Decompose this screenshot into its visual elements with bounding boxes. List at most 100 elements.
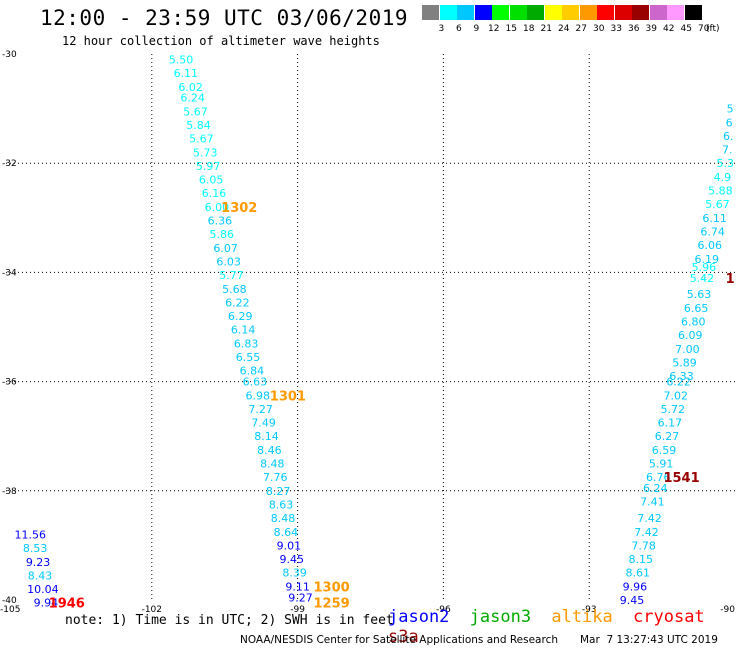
wave-height-value: 5.3 <box>717 157 735 170</box>
wave-height-value: 5.77 <box>219 269 244 282</box>
color-scale-swatch <box>422 5 439 20</box>
color-scale-label: 42 <box>663 24 675 34</box>
color-scale-label: 9 <box>473 24 480 34</box>
wave-height-value: 6.29 <box>228 310 253 323</box>
pass-time-label: 1541 <box>663 471 699 486</box>
wave-height-value: 5.73 <box>193 146 218 159</box>
wave-height-value: 8.46 <box>257 444 282 457</box>
color-scale-swatch <box>579 5 597 20</box>
wave-height-value: 8.15 <box>628 553 653 566</box>
color-scale-label: 15 <box>505 24 517 34</box>
wave-height-value: 8.14 <box>254 430 279 443</box>
wave-height-value: 6.98 <box>245 389 270 402</box>
legend-cryosat: cryosat <box>633 607 705 627</box>
pass-time-label: 1301 <box>270 389 306 404</box>
x-tick-label: -96 <box>436 605 451 615</box>
x-tick-label: -102 <box>142 605 162 615</box>
color-scale-label: 3 <box>438 24 445 34</box>
wave-height-value: 5.88 <box>708 185 733 198</box>
pass-time-label: 1946 <box>49 597 85 612</box>
wave-height-value: 6.03 <box>216 255 241 268</box>
color-scale-swatch <box>509 5 527 20</box>
wave-height-value: 5.67 <box>189 133 214 146</box>
color-scale-swatch <box>439 5 457 20</box>
footer-agency: NOAA/NESDIS Center for Satellite Applica… <box>240 634 558 646</box>
wave-height-value: 6.76 <box>646 471 671 484</box>
legend-jason2: jason2 <box>388 607 450 627</box>
y-tick-label: -36 <box>2 378 17 388</box>
wave-height-value: 9.27 <box>288 591 313 604</box>
y-tick-label: -30 <box>2 50 17 60</box>
wave-height-value: 8.61 <box>626 567 651 580</box>
color-scale-label: 70 <box>698 24 710 34</box>
wave-height-value: 5.72 <box>661 403 686 416</box>
wave-height-value: 6.22 <box>666 376 691 389</box>
color-scale-label: 18 <box>523 24 535 34</box>
color-scale-label: 36 <box>628 24 640 34</box>
wave-height-value: 6 <box>726 116 733 129</box>
wave-height-value: 9.45 <box>620 594 645 607</box>
pass-time-label: 1302 <box>221 201 257 216</box>
color-scale-swatch <box>527 5 544 20</box>
wave-height-value: 7.78 <box>631 539 656 552</box>
wave-height-value: 7. <box>722 144 733 157</box>
color-scale-swatch <box>614 5 632 20</box>
color-scale-swatch <box>492 5 509 20</box>
wave-height-value: 6.16 <box>202 187 227 200</box>
wave-height-value: 6.24 <box>180 92 205 105</box>
x-tick-label: -90 <box>720 605 735 615</box>
wave-height-value: 6.11 <box>702 212 727 225</box>
wave-height-value: 7.02 <box>663 389 688 402</box>
wave-height-value: 6.63 <box>243 376 268 389</box>
pass-time-label: 1300 <box>314 580 350 595</box>
wave-height-value: 6.36 <box>208 215 233 228</box>
wave-height-value: 6. <box>723 130 734 143</box>
color-scale-swatch <box>667 5 684 20</box>
wave-height-value: 5.42 <box>690 272 715 285</box>
wave-height-value: 5.50 <box>169 53 194 66</box>
wave-height-value: 6.14 <box>231 324 256 337</box>
wave-height-value: 5.67 <box>183 105 208 118</box>
wave-height-value: 7.27 <box>248 403 273 416</box>
wave-height-value: 6.65 <box>684 302 709 315</box>
wave-height-value: 5.67 <box>705 198 730 211</box>
color-scale-label: 21 <box>540 24 552 34</box>
color-scale-label: 24 <box>558 24 570 34</box>
wave-height-value: 7.76 <box>263 471 288 484</box>
wave-height-value: 5.86 <box>210 228 235 241</box>
wave-height-value: 6.17 <box>658 417 683 430</box>
wave-height-value: 4.9 <box>714 171 732 184</box>
wave-height-value: 7.42 <box>634 526 659 539</box>
y-tick-label: -34 <box>2 268 17 278</box>
color-scale-label: 45 <box>680 24 692 34</box>
satellite-legend: jason2 jason3 altika cryosat s3a <box>388 607 740 647</box>
wave-height-value: 7.49 <box>251 417 276 430</box>
pass-time-label: 1 <box>726 272 735 287</box>
color-scale-swatch <box>474 5 492 20</box>
wave-height-value: 5.63 <box>687 288 712 301</box>
units-note: note: 1) Time is in UTC; 2) SWH is in fe… <box>65 613 394 628</box>
y-tick-label: -32 <box>2 159 17 169</box>
wave-height-value: 9.94 <box>34 597 59 610</box>
pass-time-label: 1259 <box>314 597 350 612</box>
wave-height-value: 6.22 <box>225 296 250 309</box>
chart-title: 12:00 - 23:59 UTC 03/06/2019 <box>40 6 409 30</box>
wave-height-value: 6.07 <box>213 242 238 255</box>
wave-height-value: 5 <box>727 103 734 116</box>
wave-height-value: 6.27 <box>655 430 680 443</box>
wave-height-value: 5.68 <box>222 283 247 296</box>
color-scale-label: 39 <box>645 24 657 34</box>
wave-height-value: 6.74 <box>700 225 725 238</box>
x-tick-label: -105 <box>0 605 20 615</box>
wave-height-value: 8.53 <box>23 542 48 555</box>
legend-jason3: jason3 <box>469 607 532 627</box>
wave-height-value: 8.64 <box>274 526 299 539</box>
x-tick-label: -99 <box>290 605 305 615</box>
wave-height-value: 8.39 <box>282 567 307 580</box>
wave-height-value: 6.19 <box>695 253 720 266</box>
color-scale-swatch <box>562 5 579 20</box>
wave-height-value: 5.84 <box>186 119 211 132</box>
wave-height-value: 7.00 <box>675 343 700 356</box>
wave-height-value: 6.59 <box>652 444 677 457</box>
